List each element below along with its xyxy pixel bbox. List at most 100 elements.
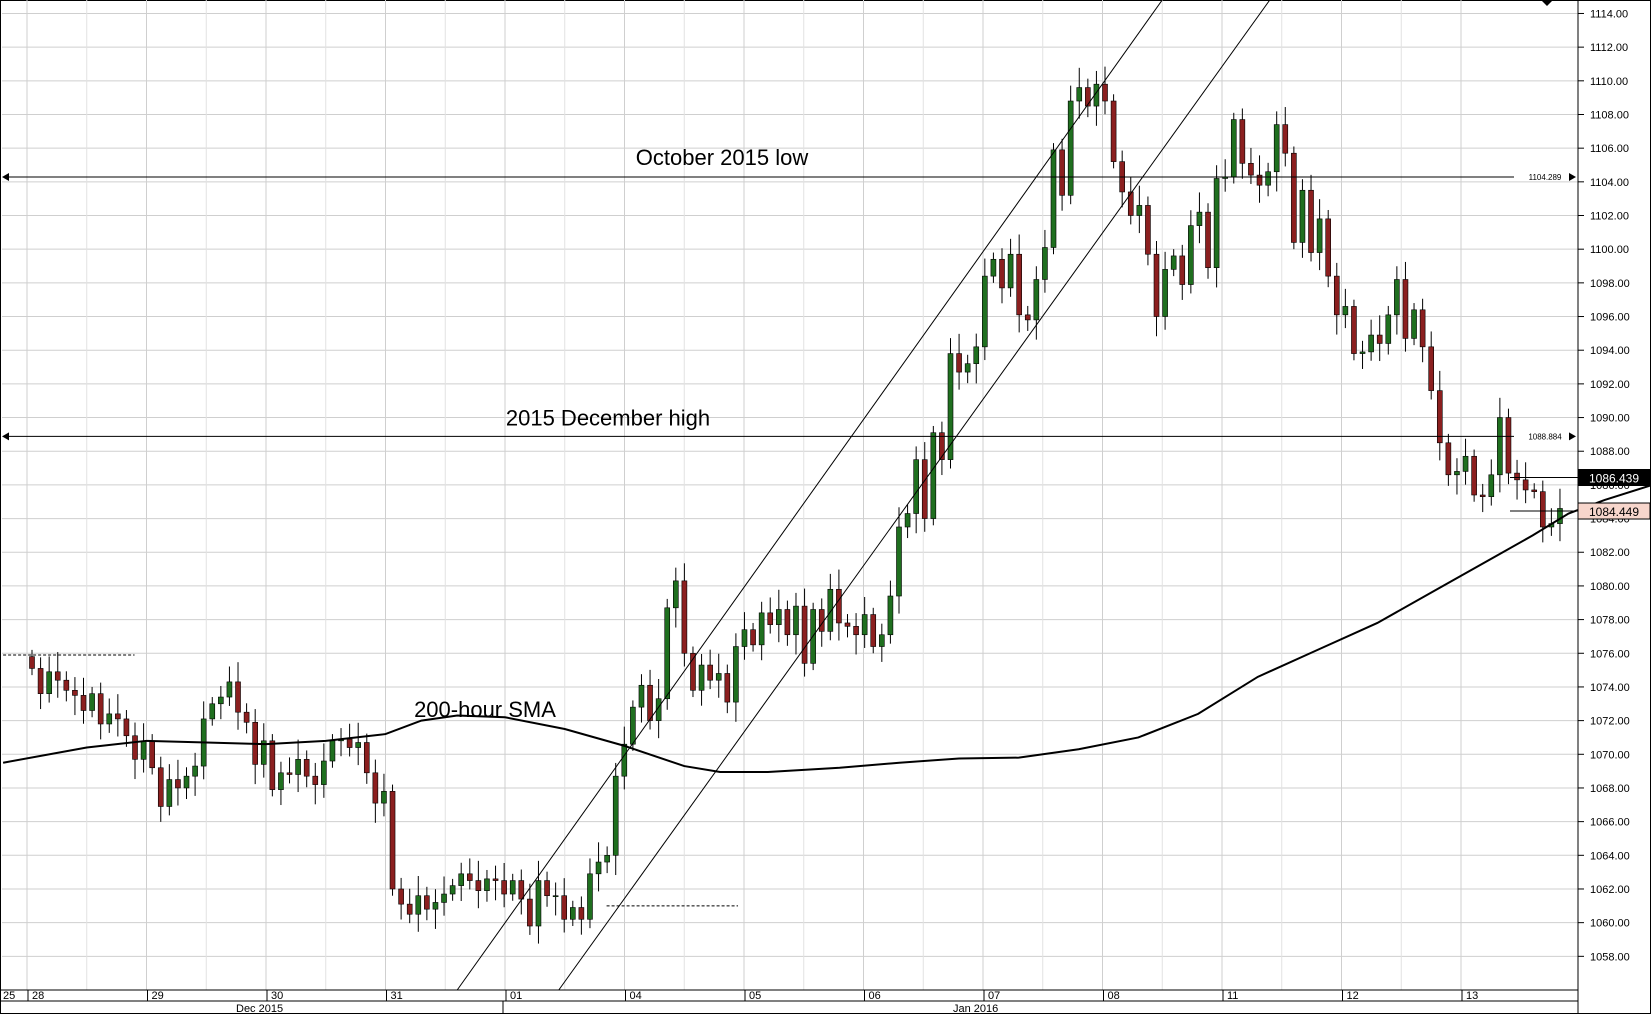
level-value-label: 1104.289 bbox=[1529, 173, 1562, 182]
x-tick-label: 28 bbox=[32, 990, 44, 1002]
candle-bull bbox=[1273, 124, 1280, 173]
candle-bear bbox=[999, 258, 1005, 289]
y-tick-label: 1072.00 bbox=[1590, 716, 1630, 728]
candle-bear bbox=[1282, 124, 1289, 154]
sma-label: 200-hour SMA bbox=[414, 697, 556, 722]
candle-bull bbox=[441, 893, 447, 903]
candle-bear bbox=[243, 711, 250, 723]
candle-bear bbox=[1471, 455, 1477, 496]
candle-bear bbox=[853, 626, 859, 636]
candle-bear bbox=[149, 740, 155, 769]
candle-bear bbox=[235, 681, 241, 713]
candle-bear bbox=[544, 880, 550, 897]
candle-bear bbox=[1445, 442, 1452, 476]
candle-bull bbox=[106, 713, 113, 725]
candle-bull bbox=[1196, 211, 1203, 226]
candle-bull bbox=[46, 671, 52, 694]
candle-bear bbox=[501, 880, 507, 895]
y-tick-label: 1102.00 bbox=[1590, 211, 1629, 223]
candle-bear bbox=[466, 873, 473, 881]
candle-bull bbox=[741, 629, 748, 647]
candle-bull bbox=[509, 880, 516, 895]
last-price-tag bbox=[1577, 502, 1651, 520]
candle-bear bbox=[1110, 100, 1117, 162]
candle-bull bbox=[698, 664, 705, 691]
candle-bull bbox=[1136, 205, 1143, 216]
candle-bull bbox=[209, 703, 216, 720]
candle-bear bbox=[372, 772, 379, 804]
candle-bull bbox=[1067, 100, 1074, 196]
candle-bull bbox=[1050, 149, 1057, 248]
candle-bear bbox=[801, 605, 808, 664]
candle-bull bbox=[595, 861, 602, 875]
level-arrow-right bbox=[1569, 172, 1576, 181]
candle-bull bbox=[166, 779, 173, 807]
candle-bear bbox=[870, 614, 877, 647]
y-tick-label: 1092.00 bbox=[1590, 379, 1630, 391]
y-tick-label: 1066.00 bbox=[1590, 817, 1630, 829]
candle-bear bbox=[844, 622, 851, 627]
candle-bear bbox=[956, 353, 962, 373]
y-tick-label: 1064.00 bbox=[1590, 850, 1630, 862]
candle-bear bbox=[561, 895, 568, 920]
x-tick-label: 30 bbox=[271, 990, 283, 1002]
y-tick-label: 1114.00 bbox=[1590, 8, 1628, 20]
candle-bull bbox=[89, 693, 95, 711]
y-tick-label: 1096.00 bbox=[1590, 312, 1630, 324]
x-month-label: Jan 2016 bbox=[953, 1003, 998, 1014]
candle-bear bbox=[1436, 390, 1443, 444]
candle-bull bbox=[1213, 178, 1220, 269]
last-price-tag-text: 1084.449 bbox=[1589, 505, 1639, 519]
candle-bear bbox=[818, 609, 825, 632]
candle-bull bbox=[552, 895, 559, 898]
y-tick-label: 1110.00 bbox=[1590, 76, 1628, 88]
y-tick-label: 1098.00 bbox=[1590, 278, 1630, 290]
candle-bull bbox=[569, 907, 576, 920]
candle-bull bbox=[1368, 334, 1374, 353]
x-tick-label: 12 bbox=[1347, 990, 1359, 1002]
candle-bear bbox=[54, 671, 61, 681]
x-month-label: Dec 2015 bbox=[236, 1003, 283, 1014]
candle-bear bbox=[1145, 205, 1151, 255]
candle-bull bbox=[329, 740, 336, 762]
candle-bear bbox=[1024, 314, 1031, 321]
candle-bear bbox=[1479, 494, 1486, 497]
candle-bull bbox=[621, 743, 628, 777]
candle-bull bbox=[449, 885, 456, 895]
y-tick-label: 1062.00 bbox=[1590, 884, 1630, 896]
candle-bear bbox=[1016, 253, 1022, 316]
candle-bear bbox=[1085, 87, 1091, 107]
candle-bull bbox=[1462, 455, 1469, 472]
candle-bull bbox=[638, 684, 645, 708]
candle-bull bbox=[973, 346, 980, 364]
x-tick-label: 29 bbox=[152, 990, 164, 1002]
candle-bull bbox=[758, 612, 765, 646]
candle-bull bbox=[715, 673, 722, 681]
candle-bull bbox=[930, 432, 937, 519]
candle-bull bbox=[192, 765, 198, 777]
candle-bear bbox=[37, 668, 44, 694]
candle-bear bbox=[1539, 491, 1546, 528]
y-tick-label: 1090.00 bbox=[1590, 413, 1630, 425]
x-tick-label: 05 bbox=[749, 990, 761, 1002]
candle-bear bbox=[527, 898, 533, 927]
candle-bull bbox=[458, 873, 465, 886]
y-tick-label: 1100.00 bbox=[1590, 244, 1629, 256]
level-arrow-left bbox=[2, 432, 9, 441]
x-tick-label: 11 bbox=[1227, 990, 1238, 1002]
candle-bear bbox=[303, 759, 310, 777]
candle-bull bbox=[964, 363, 971, 373]
candle-bull bbox=[484, 878, 490, 891]
candle-bull bbox=[1411, 309, 1417, 339]
candle-bear bbox=[1428, 346, 1435, 391]
candle-bull bbox=[612, 775, 619, 856]
candle-bull bbox=[226, 681, 233, 698]
candle-bull bbox=[321, 760, 327, 785]
candle-bear bbox=[1402, 279, 1409, 339]
x-tick-label: 08 bbox=[1108, 990, 1120, 1002]
y-tick-label: 1106.00 bbox=[1590, 143, 1629, 155]
candle-bull bbox=[183, 775, 190, 789]
y-tick-label: 1074.00 bbox=[1590, 682, 1630, 694]
candle-bull bbox=[827, 588, 834, 632]
